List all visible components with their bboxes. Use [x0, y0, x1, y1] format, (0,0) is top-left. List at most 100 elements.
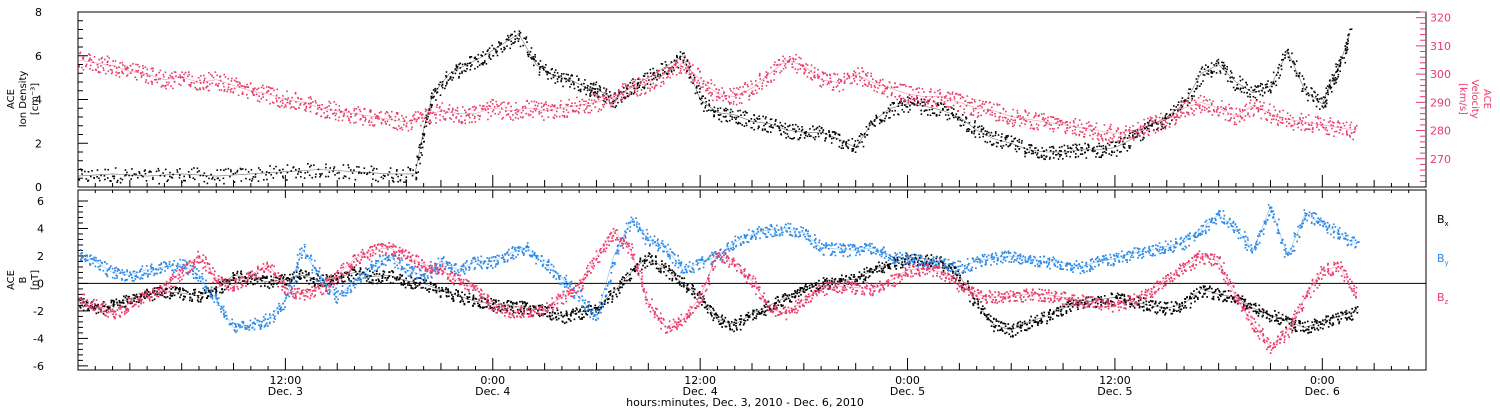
velocity-point: [779, 63, 781, 66]
density-point: [1261, 94, 1264, 97]
velocity-point: [780, 70, 783, 72]
density-point: [1347, 40, 1349, 42]
density-point: [1327, 91, 1329, 94]
bx-point: [163, 296, 166, 298]
velocity-point: [754, 89, 757, 92]
velocity-point: [1100, 134, 1103, 136]
density-point: [705, 101, 707, 103]
velocity-point: [681, 66, 684, 68]
bx-point: [745, 314, 747, 317]
density-point: [511, 33, 513, 36]
velocity-point: [1238, 120, 1241, 123]
velocity-point: [390, 110, 393, 113]
velocity-point: [753, 93, 755, 95]
velocity-point: [614, 93, 617, 96]
bx-point: [790, 301, 793, 303]
velocity-point: [326, 116, 328, 119]
density-point: [306, 171, 309, 173]
density-tick-label: 4: [35, 94, 42, 107]
density-point: [901, 108, 904, 111]
bx-point: [802, 290, 805, 293]
velocity-point: [1177, 116, 1180, 119]
density-point: [514, 40, 516, 43]
velocity-point: [267, 90, 269, 93]
velocity-point: [1316, 126, 1318, 128]
density-point: [389, 167, 392, 169]
density-point: [986, 130, 988, 133]
bx-point: [481, 306, 484, 309]
density-point: [984, 140, 986, 143]
bx-point: [429, 282, 432, 284]
velocity-point: [500, 103, 502, 106]
bx-point: [412, 279, 415, 282]
density-point: [1085, 157, 1088, 159]
density-point: [726, 120, 729, 123]
velocity-point: [516, 111, 519, 113]
velocity-point: [1024, 119, 1027, 122]
density-point: [325, 166, 327, 169]
velocity-point: [782, 67, 785, 70]
density-point: [828, 131, 830, 134]
velocity-point: [348, 110, 350, 113]
bx-point: [358, 270, 361, 273]
velocity-point: [344, 109, 347, 111]
density-point: [735, 118, 737, 120]
density-point: [1034, 147, 1036, 149]
bx-point: [503, 304, 506, 307]
density-point: [257, 167, 260, 169]
bx-point: [597, 312, 600, 314]
velocity-point: [1241, 108, 1244, 111]
density-point: [920, 109, 922, 112]
density-point: [947, 114, 950, 116]
density-point: [1136, 129, 1139, 131]
bx-point: [347, 276, 349, 278]
density-point: [219, 169, 222, 171]
velocity-point: [561, 114, 564, 117]
velocity-point: [575, 105, 578, 107]
bx-point: [776, 307, 778, 309]
density-point: [1067, 151, 1069, 153]
density-point: [1280, 68, 1283, 71]
bx-point: [793, 296, 796, 298]
velocity-point: [828, 82, 830, 85]
bx-point: [405, 277, 407, 280]
bx-point: [760, 312, 763, 315]
velocity-point: [1148, 134, 1150, 137]
velocity-point: [770, 81, 773, 83]
velocity-point: [324, 107, 327, 109]
velocity-point: [1201, 109, 1203, 111]
bx-point: [595, 307, 598, 309]
velocity-point: [627, 85, 630, 87]
velocity-point: [896, 86, 899, 88]
density-point: [968, 128, 971, 131]
density-point: [1060, 150, 1062, 152]
velocity-point: [414, 111, 417, 113]
density-point: [1021, 140, 1023, 142]
velocity-point: [1102, 139, 1104, 142]
density-point: [883, 120, 886, 122]
velocity-point: [421, 114, 423, 116]
bx-point: [678, 281, 681, 283]
density-point: [396, 169, 398, 171]
velocity-point: [951, 91, 954, 94]
velocity-point: [1071, 132, 1074, 135]
density-axis-label-line: Ion Density: [18, 71, 29, 128]
velocity-point: [406, 122, 408, 125]
velocity-point: [1276, 122, 1279, 125]
bx-point: [273, 282, 275, 285]
bx-point: [117, 304, 119, 306]
velocity-point: [685, 69, 688, 71]
density-point: [135, 173, 137, 176]
density-point: [434, 87, 436, 90]
velocity-point: [304, 109, 306, 111]
density-point: [1095, 156, 1097, 158]
velocity-point: [1303, 129, 1306, 132]
velocity-point: [216, 74, 218, 77]
velocity-point: [465, 111, 467, 114]
velocity-point: [774, 61, 776, 64]
velocity-point: [624, 83, 626, 85]
density-point: [974, 136, 977, 138]
density-point: [1080, 147, 1082, 149]
velocity-point: [857, 67, 859, 69]
density-point: [1272, 71, 1275, 74]
